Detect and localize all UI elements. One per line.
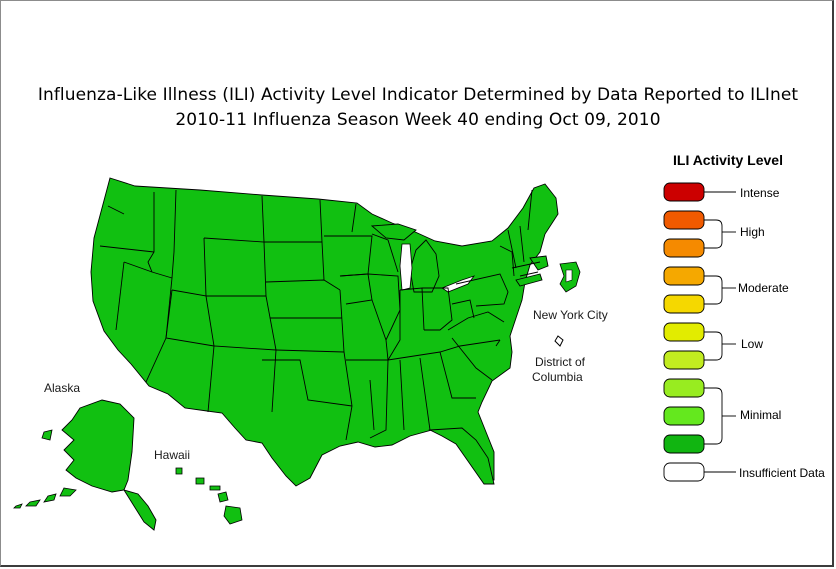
district-of-columbia-shape [554, 335, 564, 347]
new-york-city-inset [559, 261, 581, 293]
hawaii-oahu-shape [195, 477, 205, 485]
legend-label-intense: Intense [740, 186, 780, 200]
state-borders [99, 189, 541, 441]
hawaii-maui-shape [217, 491, 229, 503]
label-new-york-city: New York City [533, 308, 608, 322]
label-dc-line1: District of [535, 355, 586, 369]
label-dc-line2: Columbia [532, 370, 583, 384]
legend-title: ILI Activity Level [673, 152, 783, 168]
legend-swatch-moderate-8 [663, 266, 705, 286]
legend-label-insufficient-data: Insufficient Data [739, 466, 825, 480]
alaska-panhandle-shape [122, 489, 157, 531]
us-mainland-shape [90, 177, 559, 487]
legend-swatch-insufficient [663, 462, 705, 482]
legend-label-low: Low [741, 337, 764, 351]
legend [663, 182, 705, 482]
legend-swatch-low-5 [663, 350, 705, 370]
massachusetts-coast-shape [529, 255, 549, 271]
legend-swatch-high-10 [663, 210, 705, 230]
map-title: Influenza-Like Illness (ILI) Activity Le… [37, 85, 799, 105]
alaska [13, 399, 157, 531]
label-alaska: Alaska [44, 381, 81, 395]
michigan-up-shape [370, 223, 417, 241]
legend-swatch-intense [663, 182, 705, 202]
nyc-detail-shape [565, 269, 573, 283]
long-island-shape [515, 273, 543, 287]
hawaii [175, 467, 243, 525]
alaska-island-shape [41, 429, 53, 441]
legend-swatch-minimal-2 [663, 434, 705, 454]
legend-label-moderate: Moderate [738, 281, 789, 295]
alaska-shape [61, 399, 135, 493]
legend-label-minimal: Minimal [740, 408, 782, 422]
legend-swatch-high-9 [663, 238, 705, 258]
hawaii-molokai-shape [209, 485, 221, 491]
legend-label-high: High [740, 225, 765, 239]
legend-swatch-minimal-4 [663, 378, 705, 398]
legend-swatch-minimal-3 [663, 406, 705, 426]
lake-michigan-shape [399, 243, 413, 291]
hawaii-kauai-shape [175, 467, 183, 475]
legend-swatch-low-6 [663, 322, 705, 342]
florida-shape [428, 427, 495, 485]
map-subtitle: 2010-11 Influenza Season Week 40 ending … [175, 110, 661, 130]
contiguous-us [90, 177, 559, 487]
legend-swatch-moderate-7 [663, 294, 705, 314]
hawaii-big-island-shape [223, 505, 243, 525]
aleutian-islands-shape [13, 487, 77, 509]
label-hawaii: Hawaii [154, 448, 191, 462]
legend-brackets [704, 191, 736, 473]
